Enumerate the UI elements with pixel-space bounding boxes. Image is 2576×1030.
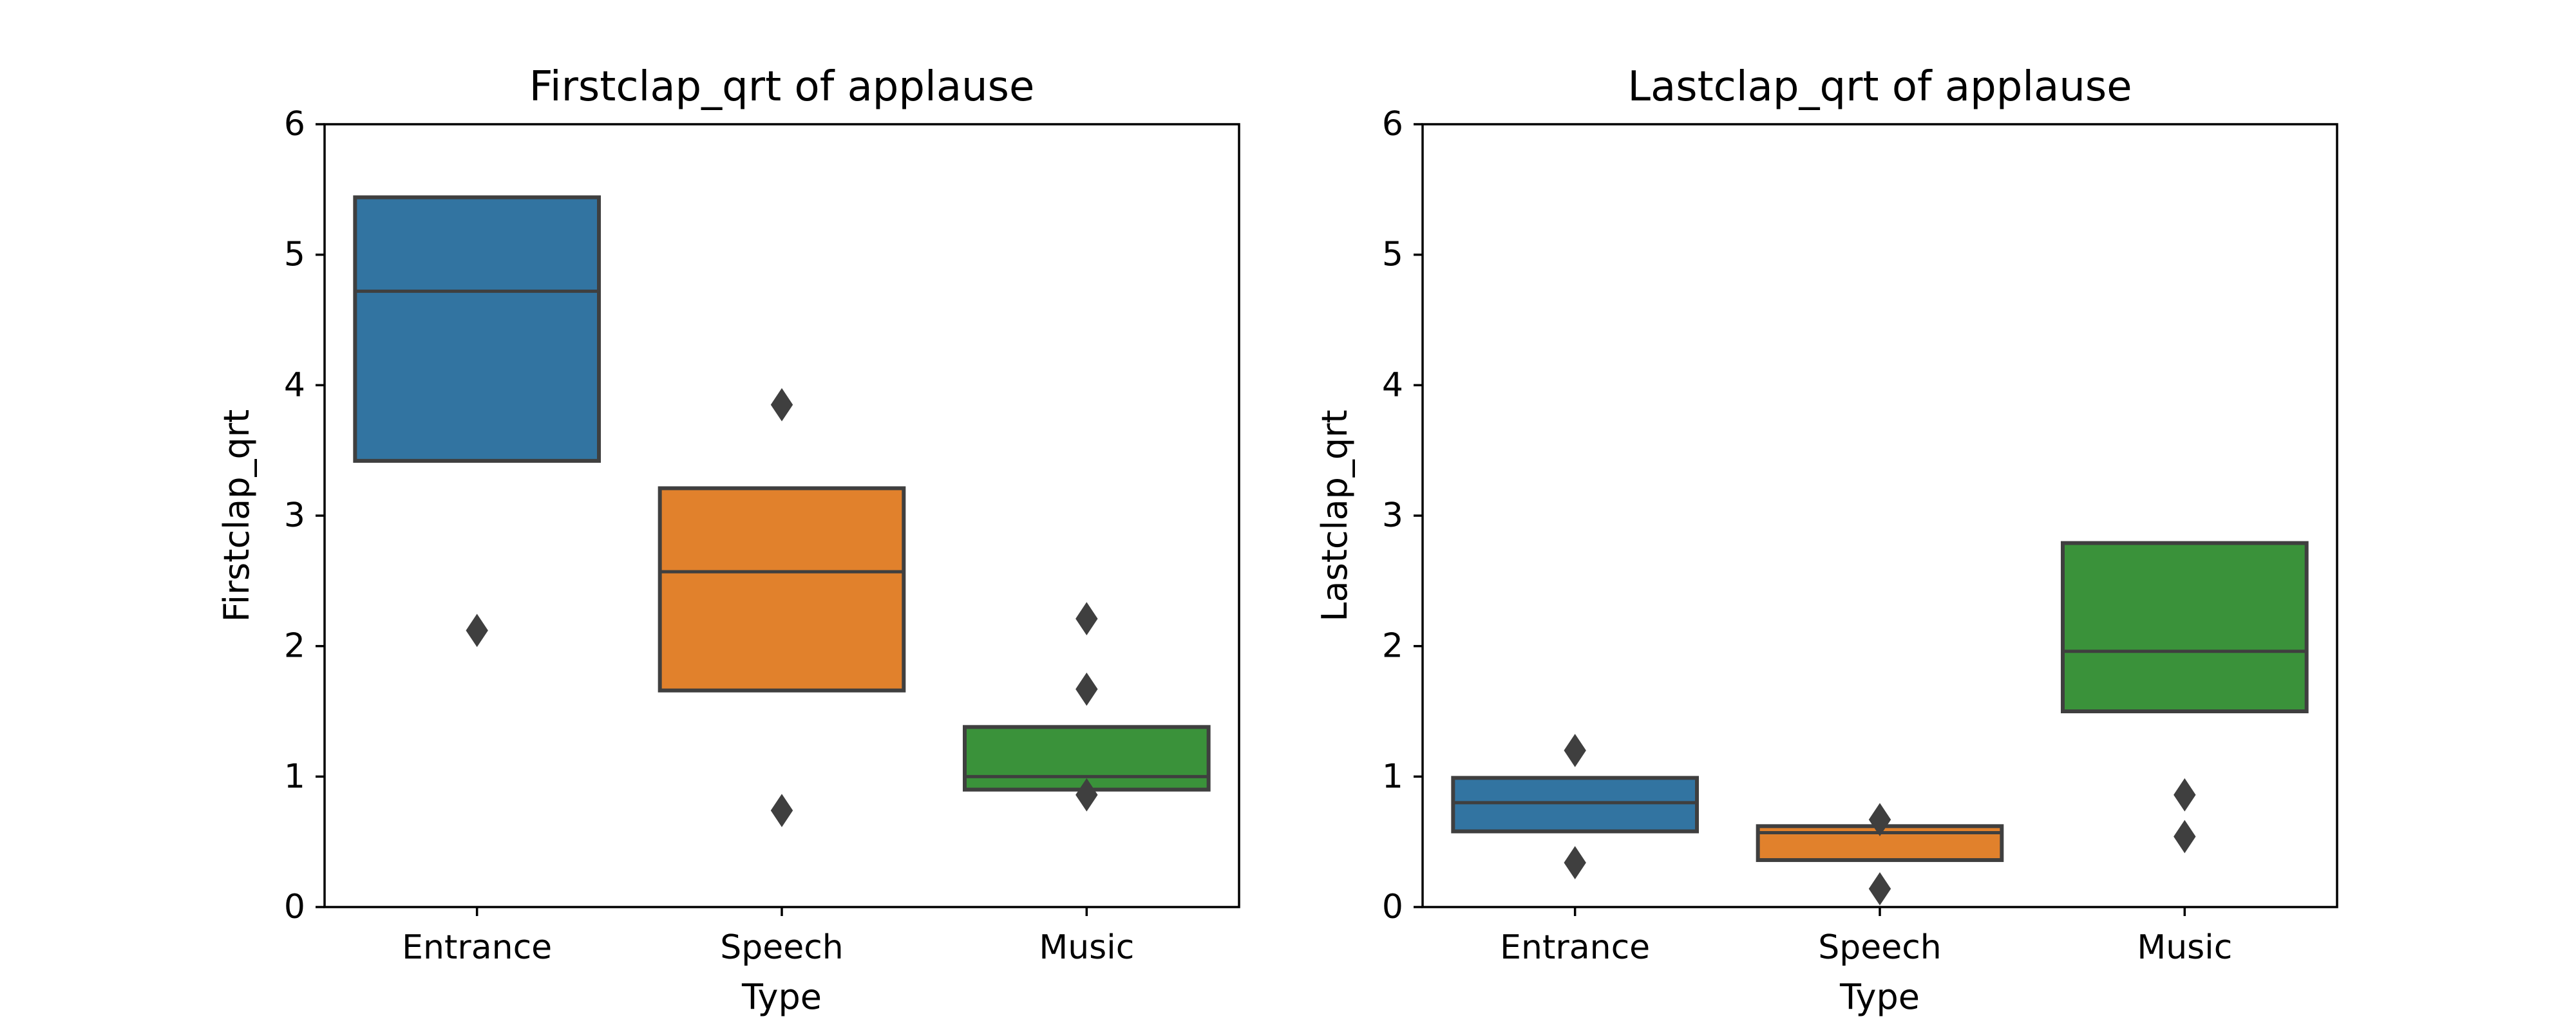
box-music <box>2061 541 2309 713</box>
y-tick-label: 2 <box>284 627 305 666</box>
x-tick-label: Music <box>2137 928 2232 967</box>
y-axis-label: Firstclap_qrt <box>216 409 257 622</box>
x-tick-label: Entrance <box>1500 928 1650 967</box>
chart-title: Lastclap_qrt of applause <box>1627 63 2132 111</box>
x-axis-label: Type <box>741 977 822 1017</box>
x-tick-label: Entrance <box>402 928 552 967</box>
x-tick-label: Music <box>1039 928 1134 967</box>
outlier-point-music <box>2174 819 2196 854</box>
y-tick-label: 5 <box>1382 236 1403 274</box>
outlier-point-music <box>1075 602 1098 635</box>
outlier-point-entrance <box>466 613 488 648</box>
outlier-point-entrance <box>1564 846 1586 879</box>
x-tick-label: Speech <box>720 928 844 967</box>
y-tick-label: 1 <box>284 757 305 796</box>
y-tick-label: 0 <box>284 888 305 926</box>
subplot-lastclap: 0 1 2 3 4 5 6 Entrance Speech Music Type Lastclap_q… <box>1314 63 2338 1017</box>
x-axis-label: Type <box>1839 977 1920 1017</box>
y-tick-label: 0 <box>1382 888 1403 926</box>
y-tick-label: 4 <box>284 366 305 404</box>
y-tick-label: 3 <box>284 496 305 535</box>
outlier-point-speech <box>770 794 793 827</box>
y-tick-label: 4 <box>1382 366 1403 404</box>
outlier-point-entrance <box>1564 733 1586 767</box>
y-tick-label: 6 <box>284 105 305 144</box>
outlier-point-music <box>1075 672 1098 706</box>
box-speech <box>658 486 906 693</box>
y-axis-label: Lastclap_qrt <box>1314 409 1355 621</box>
outlier-point-speech <box>770 388 793 422</box>
y-tick-label: 3 <box>1382 496 1403 535</box>
box-entrance <box>1451 776 1699 834</box>
outlier-point-music <box>1075 778 1098 812</box>
outlier-point-music <box>2174 778 2196 812</box>
outlier-point-speech <box>1868 803 1891 837</box>
y-tick-label: 1 <box>1382 757 1403 796</box>
box-entrance <box>353 195 601 463</box>
y-tick-label: 2 <box>1382 627 1403 666</box>
subplot-firstclap: 0 1 2 3 4 5 6 Entrance Speech Music Type Firstclap_… <box>216 63 1240 1017</box>
y-tick-label: 6 <box>1382 105 1403 144</box>
chart-title: Firstclap_qrt of applause <box>529 63 1035 111</box>
x-tick-label: Speech <box>1818 928 1942 967</box>
outlier-point-speech <box>1868 872 1891 906</box>
y-tick-label: 5 <box>284 236 305 274</box>
